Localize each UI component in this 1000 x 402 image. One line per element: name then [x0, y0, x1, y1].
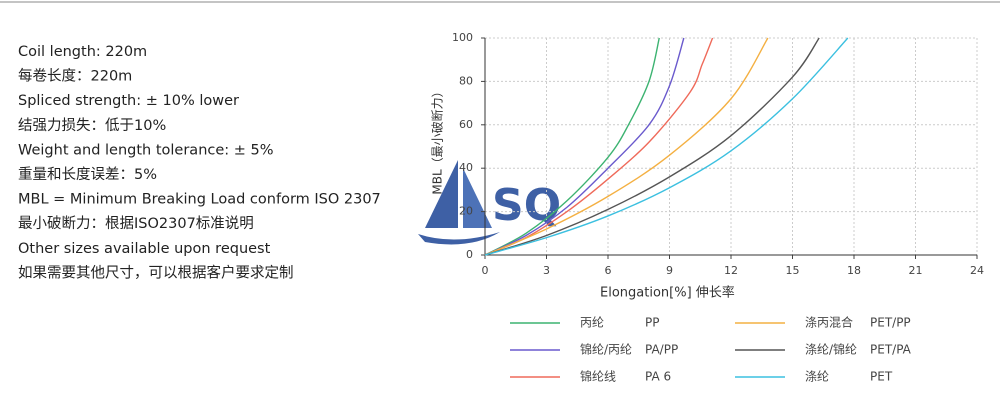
x-tick-label: 0 — [482, 264, 489, 277]
y-tick-label: 80 — [459, 74, 473, 87]
x-tick-label: 21 — [909, 264, 923, 277]
series-line — [484, 37, 820, 256]
spec-line: Weight and length tolerance: ± 5% — [18, 142, 274, 158]
legend-label: PET — [870, 370, 893, 384]
spec-line: 如果需要其他尺寸，可以根据客户要求定制 — [18, 264, 294, 281]
legend-label: PET/PA — [870, 343, 912, 357]
legend-label-cn: 涤纶 — [805, 370, 829, 384]
spec-line: 每卷长度：220m — [18, 68, 132, 85]
x-tick-label: 24 — [970, 264, 984, 277]
legend-label-cn: 丙纶 — [580, 316, 604, 330]
series-line — [484, 37, 769, 256]
x-tick-label: 18 — [847, 264, 861, 277]
x-tick-label: 15 — [786, 264, 800, 277]
y-tick-label: 0 — [466, 248, 473, 261]
spec-line: 最小破断力：根据ISO2307标准说明 — [18, 215, 254, 232]
legend-label-cn: 涤丙混合 — [805, 315, 853, 330]
legend-label-cn: 涤纶/锦纶 — [805, 343, 857, 357]
spec-line: Other sizes available upon request — [18, 241, 271, 257]
logo-sail — [425, 160, 458, 228]
y-tick-label: 100 — [452, 31, 473, 44]
logo: SQ — [418, 160, 561, 245]
y-tick-label: 60 — [459, 118, 473, 131]
spec-line: 结强力损失：低于10% — [18, 117, 166, 134]
series-line — [484, 37, 660, 256]
logo-text: SQ — [492, 180, 561, 231]
spec-line: MBL = Minimum Breaking Load conform ISO … — [18, 192, 381, 208]
y-tick-label: 40 — [459, 161, 473, 174]
spec-line: 重量和长度误差：5% — [18, 166, 157, 183]
y-axis-label: MBL（最小破断力） — [430, 85, 445, 194]
legend-label: PET/PP — [870, 316, 911, 330]
logo-wave — [418, 232, 500, 245]
legend-label: PA 6 — [645, 370, 671, 384]
legend-label-cn: 锦纶线 — [580, 370, 616, 384]
legend-label-cn: 锦纶/丙纶 — [580, 343, 632, 357]
x-tick-label: 12 — [724, 264, 738, 277]
legend-label: PP — [645, 316, 659, 330]
x-tick-label: 9 — [666, 264, 673, 277]
series-line — [484, 37, 714, 256]
series-line — [484, 37, 685, 256]
x-tick-label: 3 — [543, 264, 550, 277]
spec-line: Spliced strength: ± 10% lower — [18, 93, 239, 109]
x-tick-label: 6 — [605, 264, 612, 277]
x-axis-label: Elongation[%] 伸长率 — [600, 285, 735, 301]
logo-sail — [463, 168, 492, 228]
legend-label: PA/PP — [645, 343, 678, 357]
y-tick-label: 20 — [459, 205, 473, 218]
series-line — [484, 37, 849, 256]
spec-line: Coil length: 220m — [18, 44, 147, 60]
